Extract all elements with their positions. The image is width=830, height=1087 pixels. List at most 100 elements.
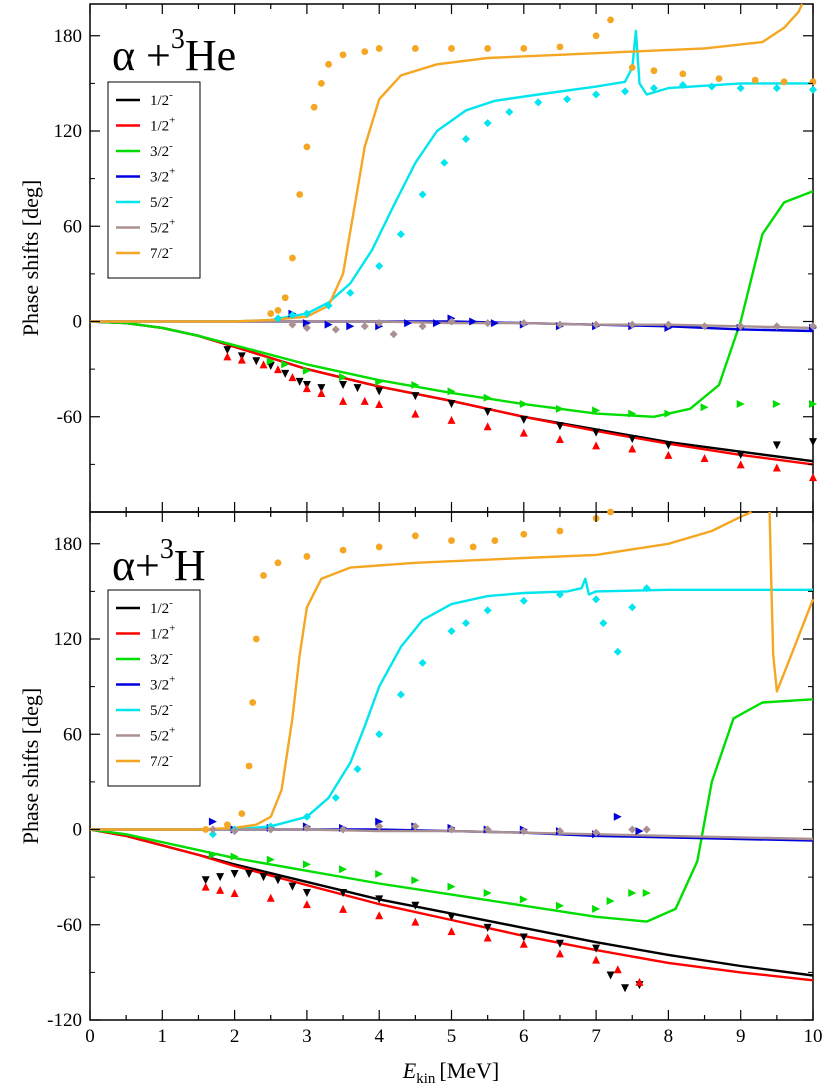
y-axis-label: Phase shifts [deg]	[18, 180, 43, 336]
data-point-7/2m	[249, 699, 257, 706]
x-axis-label: Ekin [MeV]	[402, 1058, 500, 1087]
data-point-1/2p	[375, 911, 384, 920]
data-point-3/2m	[447, 882, 456, 891]
data-point-5/2m	[592, 595, 601, 604]
data-point-5/2m	[534, 98, 543, 107]
data-point-5/2m	[346, 288, 355, 297]
data-point-7/2m	[303, 553, 311, 560]
legend-label-5/2p: 5/2+	[150, 725, 175, 745]
data-point-1/2m	[302, 889, 311, 897]
data-point-1/2p	[555, 949, 564, 958]
data-point-3/2m	[809, 400, 817, 409]
x-tick-label: 10	[804, 1026, 823, 1047]
data-point-1/2p	[223, 352, 232, 361]
data-point-7/2m	[520, 530, 528, 538]
data-point-7/2m	[520, 45, 528, 52]
legend: 1/2- 1/2+ 3/2- 3/2+ 5/2- 5/2+ 7/2-	[107, 81, 201, 279]
y-tick-label: 120	[54, 629, 83, 650]
data-point-1/2p	[628, 444, 637, 453]
data-point-7/2m	[245, 762, 253, 770]
data-point-3/2m	[555, 404, 564, 413]
x-tick-label: 2	[230, 1026, 240, 1047]
data-point-7/2m	[411, 45, 419, 52]
data-point-5/2m	[396, 230, 405, 239]
data-point-7/2m	[715, 75, 723, 83]
data-point-1/2m	[628, 434, 637, 443]
data-point-1/2p	[339, 904, 348, 913]
data-point-5/2p	[519, 319, 528, 328]
data-point-3/2m	[483, 393, 492, 402]
data-point-7/2m	[448, 537, 455, 544]
data-point-1/2m	[606, 971, 615, 980]
data-point-1/2m	[295, 377, 304, 386]
data-point-1/2p	[259, 360, 268, 369]
curve-5/2m	[90, 577, 813, 831]
data-point-7/2m	[361, 48, 369, 56]
data-point-5/2m	[208, 830, 217, 839]
data-point-1/2p	[317, 388, 326, 397]
data-point-3/2m	[592, 904, 601, 913]
data-point-1/2m	[664, 441, 673, 450]
panel-title: α +3He	[112, 24, 236, 80]
curve-7/2m	[768, 511, 815, 693]
data-point-3/2p	[346, 322, 355, 331]
data-point-5/2m	[418, 190, 427, 199]
data-point-3/2p	[490, 319, 499, 328]
data-point-1/2m	[411, 392, 420, 401]
data-point-3/2m	[302, 366, 311, 375]
data-point-1/2m	[281, 369, 290, 378]
data-point-5/2m	[563, 95, 572, 104]
data-point-3/2p	[613, 812, 622, 821]
data-point-3/2m	[302, 860, 311, 869]
data-point-7/2m	[339, 546, 347, 554]
data-point-3/2m	[483, 889, 492, 897]
legend-label-1/2m: 1/2-	[150, 89, 173, 109]
data-point-7/2m	[751, 76, 759, 84]
data-point-1/2m	[317, 384, 326, 393]
data-point-3/2p	[324, 320, 333, 329]
data-point-1/2p	[375, 400, 384, 409]
data-point-1/2p	[736, 460, 745, 469]
data-point-1/2p	[635, 977, 644, 986]
data-point-3/2m	[411, 876, 420, 885]
data-point-5/2p	[302, 823, 311, 832]
data-point-5/2p	[483, 825, 492, 834]
data-point-5/2m	[519, 596, 528, 605]
data-point-1/2m	[621, 984, 630, 993]
data-point-1/2p	[201, 882, 210, 891]
data-point-1/2m	[223, 346, 232, 355]
data-point-5/2p	[266, 825, 275, 834]
legend-box	[107, 589, 201, 787]
data-point-1/2m	[375, 387, 384, 396]
x-tick-label: 1	[158, 1026, 168, 1047]
data-point-1/2m	[353, 384, 362, 393]
legend-label-3/2p: 3/2+	[150, 674, 175, 694]
data-point-7/2m	[375, 45, 383, 52]
data-point-1/2m	[411, 901, 420, 910]
data-point-3/2m	[700, 403, 709, 412]
data-point-1/2m	[592, 428, 601, 437]
y-axis-ticks: -60 0 60 120 180	[54, 4, 814, 512]
x-tick-label: 0	[85, 1026, 95, 1047]
data-point-5/2m	[440, 158, 449, 167]
y-axis-ticks: -120 -60 0 60 120 180	[47, 534, 813, 1031]
data-point-1/2m	[339, 889, 348, 897]
data-point-5/2p	[302, 323, 311, 332]
data-point-3/2m	[375, 869, 384, 878]
data-point-1/2p	[411, 409, 420, 418]
data-point-5/2p	[628, 825, 637, 834]
data-point-3/2m	[375, 377, 384, 386]
data-point-5/2m	[707, 82, 716, 91]
data-point-1/2m	[592, 944, 601, 953]
data-point-7/2m	[325, 60, 332, 68]
data-point-1/2p	[302, 900, 311, 909]
data-point-5/2m	[447, 627, 456, 636]
data-point-7/2m	[411, 532, 419, 540]
data-point-3/2m	[208, 850, 217, 859]
data-point-1/2m	[288, 882, 297, 891]
data-point-5/2m	[809, 85, 817, 94]
data-point-3/2m	[736, 400, 745, 409]
data-point-7/2m	[303, 143, 311, 151]
x-tick-label: 9	[736, 1026, 746, 1047]
legend-label-1/2p: 1/2+	[150, 115, 175, 135]
